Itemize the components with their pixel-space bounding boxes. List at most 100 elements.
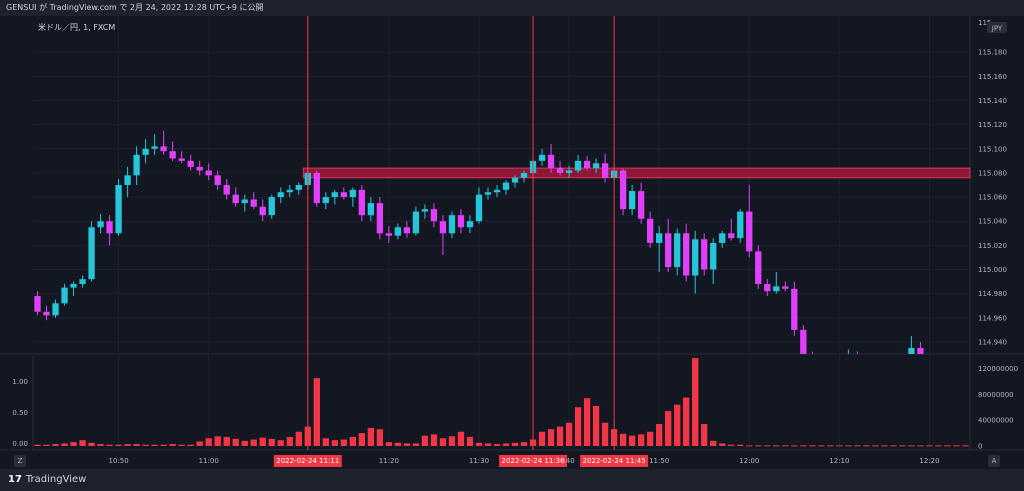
candle bbox=[340, 187, 347, 200]
auto-scale-button-label[interactable]: A bbox=[992, 457, 997, 465]
candle bbox=[160, 130, 167, 155]
volume-bar bbox=[187, 444, 194, 446]
volume-bar bbox=[457, 431, 465, 446]
candle-body bbox=[268, 197, 275, 216]
volume-bar bbox=[115, 444, 122, 446]
candle-body bbox=[755, 251, 762, 284]
candle bbox=[115, 178, 122, 236]
candle-body bbox=[710, 242, 717, 270]
volume-bar bbox=[439, 438, 447, 446]
candle bbox=[403, 221, 411, 239]
volume-bar bbox=[592, 405, 600, 446]
candle-body bbox=[556, 168, 564, 173]
candle-body bbox=[313, 172, 320, 204]
candle-body bbox=[782, 286, 789, 289]
price-tick-label: 115.060 bbox=[978, 194, 1007, 202]
candle bbox=[97, 213, 104, 234]
volume-bar bbox=[106, 444, 113, 446]
candle-body bbox=[223, 185, 230, 195]
candle bbox=[493, 185, 501, 198]
time-tick-label: 11:50 bbox=[649, 457, 669, 465]
zoom-reset-button-bg[interactable] bbox=[14, 455, 26, 467]
candle-body bbox=[583, 160, 591, 169]
volume-bar bbox=[737, 444, 744, 446]
volume-bar bbox=[169, 444, 176, 446]
volume-bar bbox=[818, 445, 825, 447]
candle bbox=[556, 160, 564, 176]
candle bbox=[214, 170, 221, 190]
price-tick-label: 115.180 bbox=[978, 49, 1007, 57]
candle-body bbox=[277, 192, 284, 198]
candle bbox=[683, 223, 690, 282]
candle bbox=[421, 204, 429, 219]
marker-time-tag-bg bbox=[273, 455, 342, 467]
candle-body bbox=[196, 166, 203, 171]
volume-bar bbox=[944, 445, 951, 447]
candle bbox=[178, 151, 185, 164]
candle bbox=[268, 194, 275, 219]
candle bbox=[205, 163, 212, 181]
candle-body bbox=[674, 233, 681, 268]
candle bbox=[484, 187, 492, 200]
candle bbox=[565, 165, 573, 178]
candle bbox=[547, 143, 555, 173]
zoom-reset-button-label[interactable]: Z bbox=[18, 457, 23, 465]
volume-bar bbox=[881, 445, 888, 447]
volume-bar bbox=[791, 445, 798, 447]
candle bbox=[917, 341, 924, 354]
candle bbox=[637, 182, 645, 224]
volume-bar bbox=[890, 445, 897, 447]
candle bbox=[43, 305, 50, 321]
tradingview-logo[interactable]: 17 TradingView bbox=[8, 474, 86, 485]
volume-bar bbox=[34, 444, 41, 446]
candle-body bbox=[475, 194, 483, 222]
candle-body bbox=[286, 189, 293, 193]
volume-bar bbox=[250, 439, 257, 446]
candle bbox=[728, 218, 735, 241]
volume-bar bbox=[872, 445, 879, 447]
candle bbox=[331, 189, 338, 205]
candle-body bbox=[376, 203, 384, 234]
volume-bar bbox=[232, 438, 239, 446]
candle bbox=[286, 185, 293, 198]
candle-body bbox=[412, 211, 420, 234]
candle-body bbox=[151, 146, 158, 149]
candlestick-chart[interactable]: 2022-02-24 11:11 2022-02-24 11:36 2022-02-… bbox=[0, 16, 1024, 469]
time-tick-label: :40 bbox=[563, 457, 574, 465]
volume-bar bbox=[268, 438, 275, 446]
volume-bar bbox=[214, 436, 221, 446]
candle bbox=[583, 156, 591, 171]
chart-canvas[interactable]: 2022-02-24 11:11 2022-02-24 11:36 2022-02-… bbox=[0, 16, 1024, 469]
candle bbox=[908, 335, 915, 354]
candle-body bbox=[250, 199, 257, 207]
candle bbox=[295, 182, 302, 195]
candle-body bbox=[737, 211, 744, 239]
candle bbox=[88, 221, 95, 282]
candle-body bbox=[259, 206, 266, 216]
candle-body bbox=[484, 192, 492, 195]
candle-body bbox=[331, 192, 338, 198]
candle-body bbox=[106, 221, 113, 234]
marker-time-tag: 2022-02-24 11:11 bbox=[273, 455, 342, 467]
volume-bar bbox=[764, 445, 771, 447]
zoom-reset-button[interactable]: Z bbox=[14, 455, 26, 467]
volume-bar bbox=[899, 445, 906, 447]
volume-bar bbox=[205, 438, 212, 446]
candle-body bbox=[466, 221, 474, 228]
candle bbox=[782, 281, 789, 292]
volume-bar bbox=[782, 445, 789, 447]
candle bbox=[394, 223, 402, 240]
candle-body bbox=[917, 347, 924, 354]
volume-bar bbox=[286, 436, 293, 446]
volume-bar bbox=[430, 434, 438, 446]
auto-scale-button-bg[interactable] bbox=[988, 455, 1000, 467]
volume-right-tick-label: 40000000 bbox=[978, 417, 1014, 425]
auto-scale-button[interactable]: A bbox=[988, 455, 1000, 467]
candle-body bbox=[52, 303, 59, 316]
volume-bar bbox=[674, 404, 681, 446]
candle bbox=[79, 275, 86, 288]
volume-bar bbox=[719, 443, 726, 446]
candle-body bbox=[340, 192, 347, 198]
candle-body bbox=[295, 185, 302, 190]
volume-bar bbox=[827, 445, 834, 447]
